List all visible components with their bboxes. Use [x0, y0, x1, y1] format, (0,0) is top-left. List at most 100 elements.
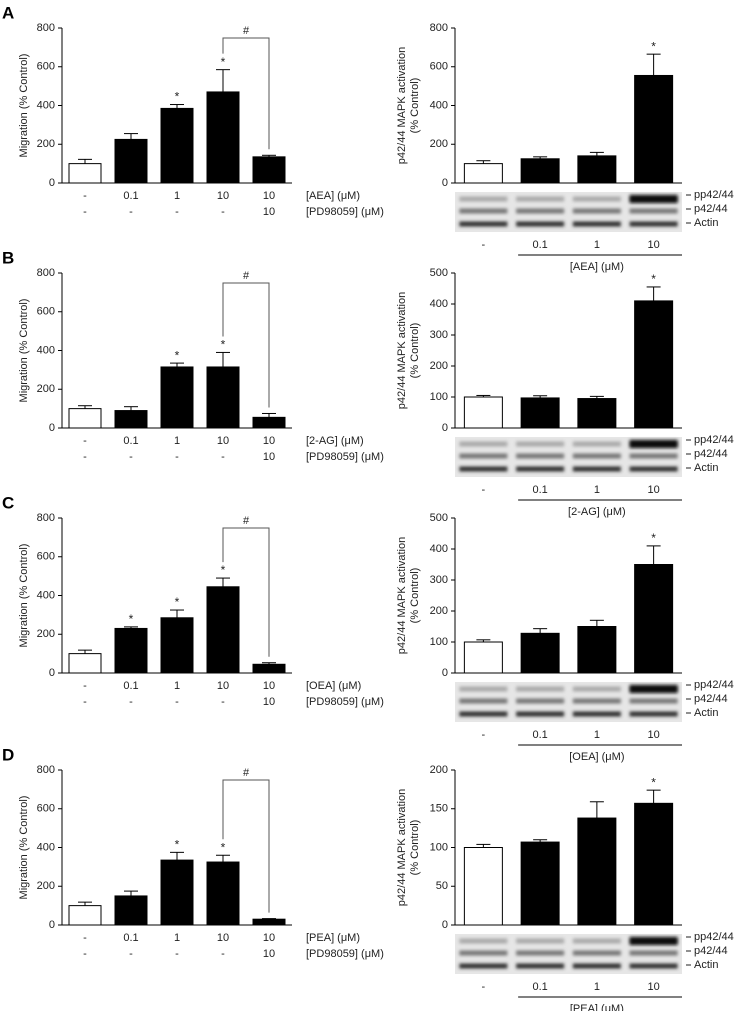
bar [252, 156, 286, 184]
x-tick-label: 10 [263, 932, 275, 944]
error-bar [170, 104, 184, 109]
blot-band [459, 938, 508, 944]
bar [252, 663, 286, 674]
blot-band [459, 963, 508, 969]
blot-label: Actin [694, 462, 718, 474]
y-tick-label: 200 [37, 880, 55, 892]
y-axis-label: Migration (% Control) [18, 299, 30, 403]
x-tick-label: - [129, 451, 133, 463]
blot-band [516, 441, 565, 447]
y-tick-label: 200 [430, 605, 448, 617]
blot-band [459, 196, 508, 202]
y-axis-label: Migration (% Control) [18, 796, 30, 900]
y-tick-label: 600 [37, 551, 55, 563]
error-bar [262, 918, 276, 920]
bar [634, 74, 674, 184]
x-tick-label: 10 [263, 451, 275, 463]
x-tick-label: - [83, 206, 87, 218]
y-axis-label: p42/44 MAPK activation [396, 47, 408, 164]
y-tick-label: 0 [49, 919, 55, 931]
blot-band [572, 698, 621, 704]
x-axis-label: [AEA] (μM) [570, 261, 624, 273]
significance-bracket [222, 527, 270, 657]
y-tick-label: 0 [442, 177, 448, 189]
y-axis-label: Migration (% Control) [18, 54, 30, 158]
error-bar [589, 801, 604, 819]
blot-band [629, 195, 678, 203]
blot-band [516, 208, 565, 214]
error-bar [78, 158, 92, 164]
y-tick-label: 200 [37, 138, 55, 150]
significance-mark: * [175, 838, 180, 852]
error-bar [170, 851, 184, 861]
x-tick-label: 0.1 [123, 680, 138, 692]
x-tick-label: 10 [263, 435, 275, 447]
x-axis-label: [OEA] (μM) [569, 751, 624, 763]
blot-band [629, 937, 678, 945]
blot-band [459, 208, 508, 214]
bracket-label: # [243, 515, 250, 527]
blot-band [572, 196, 621, 202]
y-axis-label: Migration (% Control) [18, 544, 30, 648]
bar [577, 817, 617, 926]
significance-mark: * [175, 348, 180, 362]
row-label: [PD98059] (μM) [306, 696, 384, 708]
x-tick-label: 0.1 [532, 484, 547, 496]
bar [114, 627, 148, 674]
blot-band [629, 698, 678, 704]
blot-band [459, 441, 508, 447]
bar [577, 398, 617, 429]
bar [463, 396, 503, 429]
y-tick-label: 400 [37, 99, 55, 111]
x-tick-label: 0.1 [532, 729, 547, 741]
significance-mark: * [175, 90, 180, 104]
significance-bracket [222, 779, 270, 913]
bar [634, 300, 674, 429]
error-bar [124, 406, 138, 411]
bar [252, 416, 286, 429]
blot-band [572, 686, 621, 692]
x-tick-label: 1 [594, 981, 600, 993]
bar [160, 859, 194, 926]
blot-label: pp42/44 [694, 931, 734, 943]
x-tick-label: 10 [263, 206, 275, 218]
x-tick-label: 10 [648, 239, 660, 251]
blot-band [516, 221, 565, 227]
x-tick-label: 0.1 [123, 932, 138, 944]
row-label: [OEA] (μM) [306, 680, 361, 692]
blot-band [629, 221, 678, 227]
y-tick-label: 400 [430, 99, 448, 111]
blot-band [516, 938, 565, 944]
bar [577, 626, 617, 674]
blot-band [459, 711, 508, 717]
blot-label: p42/44 [694, 693, 728, 705]
blot-band [459, 221, 508, 227]
x-tick-label: 1 [594, 729, 600, 741]
blot-band [572, 950, 621, 956]
x-tick-label: - [221, 206, 225, 218]
blot-band [516, 453, 565, 459]
y-tick-label: 400 [430, 543, 448, 555]
bar [114, 138, 148, 184]
error-bar [646, 53, 661, 76]
bar [463, 847, 503, 926]
x-tick-label: - [482, 981, 486, 993]
y-tick-label: 100 [430, 841, 448, 853]
x-tick-label: - [83, 680, 87, 692]
blot-band [629, 440, 678, 448]
error-bar [533, 839, 548, 843]
y-tick-label: 500 [430, 512, 448, 524]
row-label: [PD98059] (μM) [306, 451, 384, 463]
blot-label: pp42/44 [694, 679, 734, 691]
bar [634, 802, 674, 926]
error-bar [216, 577, 230, 587]
y-axis-label: p42/44 MAPK activation [396, 292, 408, 409]
blot-band [572, 938, 621, 944]
error-bar [170, 609, 184, 618]
x-tick-label: 10 [217, 190, 229, 202]
significance-bracket [222, 282, 270, 408]
error-bar [216, 69, 230, 92]
x-tick-label: 0.1 [123, 190, 138, 202]
error-bar [533, 628, 548, 634]
y-axis-label: (% Control) [409, 78, 421, 134]
